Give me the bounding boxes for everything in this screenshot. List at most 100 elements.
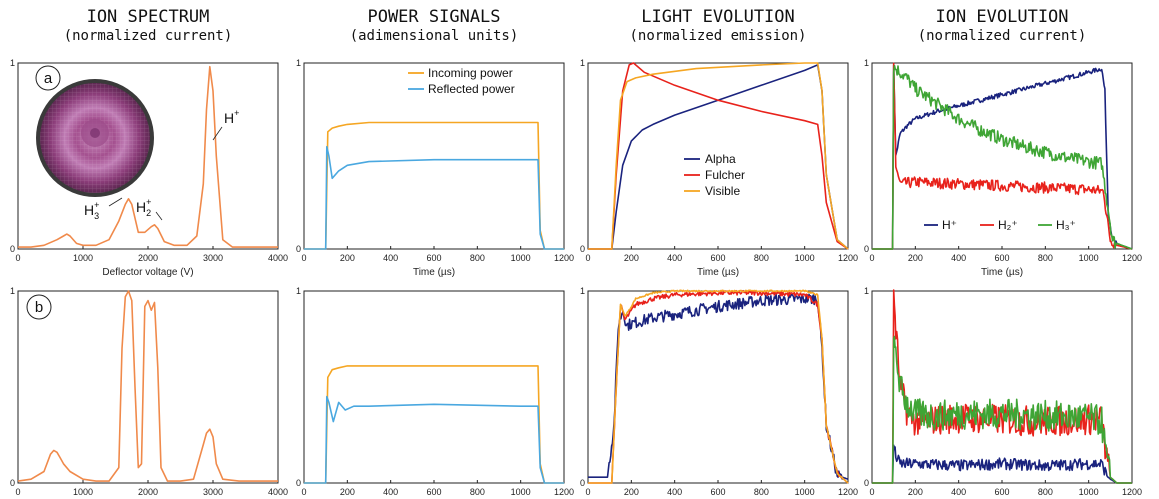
series-line-spectrum-a-0 [18, 65, 278, 248]
column-title: ION EVOLUTION [935, 7, 1069, 27]
x-tick-label: 800 [754, 487, 769, 497]
x-tick-label: 800 [1038, 487, 1053, 497]
x-tick-label: 1000 [511, 487, 531, 497]
y-tick-label: 0 [296, 244, 301, 254]
legend-label: Incoming power [428, 66, 513, 80]
column-subtitle: (normalized current) [917, 28, 1087, 44]
annotation-leader [155, 211, 163, 221]
x-tick-label: 400 [951, 487, 966, 497]
x-tick-label: 0 [15, 253, 20, 263]
peak-annotation: H2+ [136, 197, 151, 218]
x-tick-label: 1000 [1079, 253, 1099, 263]
peak-annotation: H3+ [84, 200, 99, 221]
x-tick-label: 1200 [554, 487, 574, 497]
column-subtitle: (normalized current) [63, 28, 233, 44]
column-title: LIGHT EVOLUTION [641, 7, 795, 27]
plot-frame [17, 290, 279, 484]
x-tick-label: 0 [301, 253, 306, 263]
panel-ion-a: 0 200 400 600 800 1000 1200 0 1 Time (µs) H⁺ H₂⁺ H₃⁺ [864, 58, 1142, 278]
x-tick-label: 1200 [1122, 253, 1142, 263]
column-title-ion-evolution: ION EVOLUTION (normalized current) [872, 8, 1132, 46]
series-line-light-b-2 [588, 289, 849, 484]
x-tick-label: 600 [994, 253, 1009, 263]
x-tick-label: 1200 [838, 253, 858, 263]
column-title-ion-spectrum: ION SPECTRUM (normalized current) [18, 8, 278, 46]
y-tick-label: 1 [580, 286, 585, 296]
row-label-circle [35, 65, 61, 91]
row-label-b: b [26, 294, 52, 320]
x-tick-label: 800 [1038, 253, 1053, 263]
series-line-ion-a-1 [872, 62, 1133, 250]
x-tick-label: 800 [470, 253, 485, 263]
y-tick-label: 0 [864, 478, 869, 488]
x-tick-label: 200 [624, 253, 639, 263]
series-line-ion-a-0 [872, 64, 1133, 250]
x-tick-label: 200 [624, 487, 639, 497]
peak-annotation: H+ [224, 108, 239, 126]
x-tick-label: 0 [869, 487, 874, 497]
x-tick-label: 1000 [511, 253, 531, 263]
x-tick-label: 2000 [138, 253, 158, 263]
row-label-text: b [35, 299, 43, 316]
legend-label: Fulcher [705, 168, 745, 182]
legend-label: Alpha [705, 152, 736, 166]
series-line-ion-b-2 [872, 335, 1132, 484]
series-line-ion-b-0 [872, 444, 1132, 484]
series-line-spectrum-b-0 [17, 290, 278, 482]
x-tick-label: 200 [340, 487, 355, 497]
legend-label: H₃⁺ [1056, 218, 1076, 232]
y-tick-label: 1 [580, 58, 585, 68]
series-line-light-a-2 [588, 62, 849, 250]
x-tick-label: 400 [951, 253, 966, 263]
x-tick-label: 1200 [838, 487, 858, 497]
y-tick-label: 1 [864, 286, 869, 296]
series-line-ion-b-1 [872, 289, 1132, 484]
y-tick-label: 0 [864, 244, 869, 254]
column-subtitle: (adimensional units) [349, 28, 519, 44]
x-tick-label: 1200 [1122, 487, 1142, 497]
y-tick-label: 1 [10, 286, 15, 296]
panel-spectrum-a: 0 1000 2000 3000 4000 0 1 Deflector voltage (V)… [10, 58, 288, 278]
x-tick-label: 200 [908, 253, 923, 263]
x-tick-label: 3000 [203, 253, 223, 263]
column-title-power-signals: POWER SIGNALS (adimensional units) [304, 8, 564, 46]
panel-ion-b: 0 200 400 600 800 1000 1200 0 1 [864, 286, 1142, 497]
y-tick-label: 0 [10, 244, 15, 254]
plot-frame [871, 290, 1133, 484]
row-label-text: a [44, 70, 53, 87]
y-tick-label: 0 [296, 478, 301, 488]
x-tick-label: 4000 [268, 253, 288, 263]
x-tick-label: 800 [754, 253, 769, 263]
x-tick-label: 1000 [1079, 487, 1099, 497]
column-subtitle: (normalized emission) [629, 28, 807, 44]
legend-label: H₂⁺ [998, 218, 1018, 232]
legend-label: Reflected power [428, 82, 515, 96]
y-tick-label: 1 [296, 58, 301, 68]
x-tick-label: 1000 [795, 487, 815, 497]
beam-spot-photo [36, 79, 154, 197]
legend-label: H⁺ [942, 218, 957, 232]
x-tick-label: 400 [383, 253, 398, 263]
x-tick-label: 0 [585, 253, 590, 263]
x-tick-label: 1000 [73, 487, 93, 497]
y-tick-label: 0 [10, 478, 15, 488]
series-line-power-a-1 [304, 145, 564, 250]
annotation-leader [108, 197, 123, 207]
y-tick-label: 1 [10, 58, 15, 68]
x-tick-label: 600 [994, 487, 1009, 497]
x-tick-label: 600 [426, 253, 441, 263]
annotation-leader [212, 126, 223, 141]
panel-power-a: 0 200 400 600 800 1000 1200 0 1 Time (µs) Incoming… [296, 58, 574, 278]
x-axis-label: Deflector voltage (V) [102, 267, 193, 278]
row-label-a: a [35, 65, 61, 91]
x-tick-label: 800 [470, 487, 485, 497]
panel-light-b: 0 200 400 600 800 1000 1200 0 1 [580, 286, 858, 497]
x-tick-label: 0 [585, 487, 590, 497]
series-line-light-b-0 [588, 293, 849, 480]
x-tick-label: 400 [667, 253, 682, 263]
panel-spectrum-b: 0 1000 2000 3000 4000 0 1 [10, 286, 288, 497]
x-tick-label: 2000 [138, 487, 158, 497]
x-tick-label: 400 [667, 487, 682, 497]
x-axis-label: Time (µs) [697, 267, 739, 278]
